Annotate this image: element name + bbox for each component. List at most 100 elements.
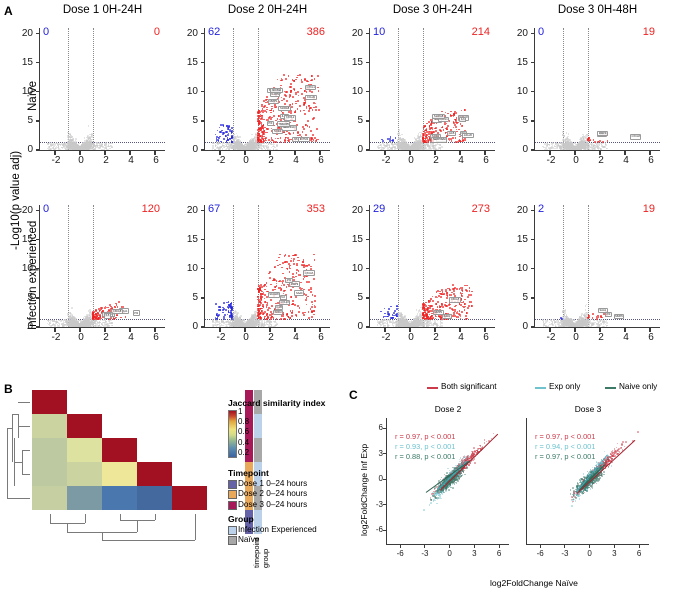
volcano-point bbox=[309, 90, 311, 92]
volcano-point bbox=[318, 90, 320, 92]
volcano-point bbox=[312, 118, 314, 120]
gene-label: NFKBIA bbox=[270, 88, 283, 93]
volcano-point bbox=[251, 143, 253, 145]
volcano-point bbox=[239, 136, 241, 138]
volcano-point bbox=[312, 109, 314, 111]
volcano-point bbox=[300, 88, 302, 90]
volcano-point bbox=[299, 105, 301, 107]
volcano-point bbox=[315, 106, 317, 108]
volcano-point bbox=[285, 134, 287, 136]
volcano-point bbox=[295, 103, 297, 105]
volcano-point bbox=[277, 138, 279, 140]
volcano-point bbox=[306, 106, 308, 108]
volcano-point bbox=[266, 111, 268, 113]
volcano-title-4: Dose 3 0H-48H bbox=[513, 4, 682, 16]
volcano-point bbox=[315, 140, 317, 142]
volcano-point bbox=[316, 128, 318, 130]
volcano-point bbox=[71, 136, 73, 138]
volcano-point bbox=[231, 136, 233, 138]
volcano-point bbox=[243, 147, 245, 149]
gene-label: TNFAIP6 bbox=[277, 121, 291, 126]
x-tick bbox=[154, 151, 155, 155]
y-tick-label: 20 bbox=[22, 28, 33, 39]
volcano-point bbox=[283, 98, 285, 100]
x-tick-label: 6 bbox=[315, 155, 327, 166]
volcano-point bbox=[288, 75, 290, 77]
x-tick-label: 4 bbox=[290, 155, 302, 166]
x-axis bbox=[39, 150, 165, 151]
volcano-point bbox=[229, 145, 231, 147]
volcano-title-1: Dose 1 0H-24H bbox=[18, 4, 187, 16]
volcano-plot-naive-dose2: SAA1PI3CXCL8IL6CCL20MMP9IL1BCSF3SERPINA3… bbox=[205, 28, 330, 150]
volcano-point bbox=[220, 124, 222, 126]
volcano-point bbox=[274, 106, 276, 108]
volcano-point bbox=[315, 109, 317, 111]
volcano-point bbox=[276, 141, 278, 143]
volcano-point bbox=[260, 118, 262, 120]
y-tick bbox=[36, 149, 40, 150]
volcano-point bbox=[401, 134, 403, 136]
down-count: 0 bbox=[43, 26, 49, 38]
volcano-point bbox=[309, 126, 311, 128]
volcano-point bbox=[292, 103, 294, 105]
x-tick bbox=[319, 151, 320, 155]
volcano-point bbox=[75, 145, 77, 147]
volcano-point bbox=[263, 106, 265, 108]
volcano-point bbox=[306, 108, 308, 110]
volcano-point bbox=[295, 110, 297, 112]
panel-a-letter: A bbox=[4, 4, 13, 18]
volcano-point bbox=[90, 143, 92, 145]
volcano-point bbox=[298, 95, 300, 97]
volcano-point bbox=[249, 146, 251, 148]
volcano-point bbox=[237, 136, 239, 138]
volcano-point bbox=[216, 136, 218, 138]
x-tick bbox=[269, 151, 270, 155]
volcano-point bbox=[51, 145, 53, 147]
volcano-point bbox=[63, 145, 65, 147]
y-tick bbox=[201, 149, 205, 150]
panel-a-volcano-grid: A -Log10(p value adj) Dose 1 0H-24H Dose … bbox=[0, 0, 700, 375]
volcano-point bbox=[257, 136, 259, 138]
volcano-point bbox=[270, 112, 272, 114]
gene-label: CXCL1 bbox=[305, 85, 317, 90]
volcano-point bbox=[258, 122, 260, 124]
gene-label: CXCL2 bbox=[284, 115, 296, 120]
y-tick bbox=[36, 62, 40, 63]
x-tick bbox=[79, 151, 80, 155]
x-tick-label: 2 bbox=[100, 155, 112, 166]
volcano-point bbox=[297, 108, 299, 110]
volcano-point bbox=[311, 75, 313, 77]
panel-a-y-axis-label: -Log10(p value adj) bbox=[10, 151, 22, 250]
volcano-point bbox=[306, 80, 308, 82]
volcano-point bbox=[90, 147, 92, 149]
x-tick-label: -2 bbox=[50, 155, 62, 166]
volcano-point bbox=[280, 80, 282, 82]
volcano-point bbox=[225, 131, 227, 133]
volcano-point bbox=[273, 115, 275, 117]
volcano-point bbox=[263, 119, 265, 121]
volcano-point bbox=[266, 109, 268, 111]
volcano-point bbox=[262, 111, 264, 113]
x-tick bbox=[219, 151, 220, 155]
volcano-point bbox=[293, 132, 295, 134]
volcano-plot-area bbox=[40, 28, 165, 150]
y-tick-label: 10 bbox=[187, 86, 198, 97]
volcano-point bbox=[303, 110, 305, 112]
volcano-point bbox=[271, 137, 273, 139]
volcano-point bbox=[284, 141, 286, 143]
volcano-point bbox=[289, 133, 291, 135]
x-tick-label: 4 bbox=[125, 155, 137, 166]
volcano-point bbox=[89, 137, 91, 139]
volcano-point bbox=[47, 148, 49, 150]
y-tick-label: 15 bbox=[187, 57, 198, 68]
volcano-point bbox=[297, 91, 299, 93]
volcano-point bbox=[274, 147, 276, 149]
volcano-point bbox=[261, 115, 263, 117]
x-tick-label: 2 bbox=[265, 155, 277, 166]
volcano-point bbox=[313, 102, 315, 104]
volcano-point bbox=[84, 137, 86, 139]
volcano-point bbox=[226, 145, 228, 147]
volcano-point bbox=[245, 147, 247, 149]
volcano-point bbox=[244, 144, 246, 146]
volcano-point bbox=[219, 131, 221, 133]
